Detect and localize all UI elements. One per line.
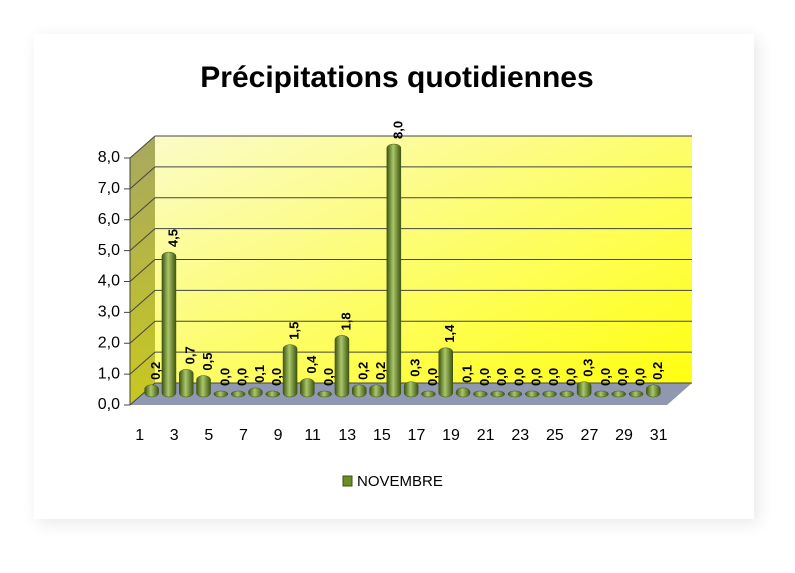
y-tick-label: 1,0: [98, 365, 120, 382]
bar: [265, 390, 280, 398]
x-tick-label: 5: [204, 427, 213, 444]
x-tick-label: 23: [511, 427, 529, 444]
grid-line: [129, 289, 156, 313]
value-label: 0,0: [235, 368, 250, 386]
bar: [525, 390, 540, 398]
bar: [542, 390, 557, 398]
value-label: 0,0: [425, 368, 440, 386]
value-label: 0,3: [408, 359, 423, 377]
bar: [628, 390, 644, 398]
value-label: 1,5: [286, 322, 301, 340]
x-tick-label: 29: [615, 427, 633, 444]
x-tick-label: 31: [650, 427, 668, 444]
x-tick-label: 25: [546, 427, 564, 444]
value-label: 0,0: [511, 368, 526, 386]
grid-line: [129, 320, 156, 344]
grid-line: [129, 197, 156, 221]
bar: [473, 390, 488, 398]
value-label: 0,0: [598, 368, 613, 386]
value-label: 0,1: [459, 365, 474, 383]
x-tick-label: 1: [135, 427, 144, 444]
value-label: 4,5: [165, 229, 180, 247]
x-tick-label: 21: [477, 427, 495, 444]
x-tick-label: 9: [274, 427, 283, 444]
value-label: 0,0: [632, 368, 647, 386]
bar: [179, 369, 194, 398]
grid-line: [129, 228, 156, 252]
value-label: 8,0: [390, 121, 405, 139]
bar: [248, 387, 263, 398]
value-label: 0,0: [217, 368, 232, 386]
y-tick-label: 3,0: [98, 304, 120, 321]
value-label: 0,0: [477, 368, 492, 386]
value-label: 0,5: [200, 352, 215, 370]
bar: [646, 384, 661, 398]
bar: [230, 390, 246, 398]
value-label: 1,4: [442, 324, 457, 343]
value-label: 0,0: [529, 368, 544, 386]
bar: [144, 384, 159, 398]
value-label: 1,8: [338, 312, 353, 330]
bar: [507, 390, 523, 398]
y-tick-label: 4,0: [98, 273, 120, 290]
y-tick-label: 6,0: [98, 211, 120, 228]
bar: [386, 143, 402, 398]
value-label: 0,1: [252, 365, 267, 383]
value-label: 0,0: [563, 368, 578, 386]
y-tick-label: 8,0: [98, 149, 120, 166]
value-label: 0,2: [650, 362, 665, 380]
bar: [576, 381, 592, 398]
value-label: 0,0: [321, 368, 336, 386]
value-label: 0,2: [148, 362, 163, 380]
bar: [161, 251, 177, 398]
x-tick-label: 11: [304, 427, 321, 444]
bar: [352, 384, 367, 398]
bar: [334, 335, 350, 398]
bar: [594, 390, 609, 398]
x-tick-label: 15: [373, 427, 391, 444]
bar: [300, 378, 315, 398]
grid-line: [129, 166, 156, 190]
bar: [282, 344, 298, 398]
value-label: 0,2: [356, 362, 371, 380]
value-label: 0,2: [373, 362, 388, 380]
value-label: 0,0: [615, 368, 630, 386]
bar: [455, 387, 471, 398]
grid-line: [129, 135, 156, 159]
value-label: 0,3: [581, 359, 596, 377]
x-tick-label: 3: [170, 427, 179, 444]
bar: [421, 390, 436, 398]
bar: [369, 384, 384, 398]
grid-line: [129, 351, 156, 375]
grid-line: [129, 259, 156, 282]
x-tick-label: 7: [239, 427, 248, 444]
legend-swatch: [342, 475, 353, 487]
bar: [490, 390, 505, 398]
x-tick-label: 17: [408, 427, 426, 444]
bar: [611, 390, 626, 398]
value-label: 0,7: [183, 346, 198, 364]
bar: [317, 390, 332, 398]
x-tick-label: 13: [338, 427, 356, 444]
y-tick-label: 5,0: [98, 242, 120, 259]
value-label: 0,0: [269, 368, 284, 386]
value-label: 0,0: [546, 368, 561, 386]
bar: [559, 390, 575, 398]
bar: [403, 381, 419, 398]
bar: [213, 390, 229, 398]
x-tick-label: 27: [581, 427, 599, 444]
legend-label: NOVEMBRE: [357, 473, 443, 490]
y-tick-label: 2,0: [98, 334, 120, 351]
bar: [196, 375, 211, 398]
y-tick-label: 0,0: [98, 396, 120, 413]
x-tick-label: 19: [442, 427, 460, 444]
chart-title: Précipitations quotidiennes: [200, 61, 593, 94]
value-label: 0,4: [304, 355, 319, 374]
bar: [438, 347, 453, 398]
value-label: 0,0: [494, 368, 509, 386]
y-tick-label: 7,0: [98, 180, 120, 197]
